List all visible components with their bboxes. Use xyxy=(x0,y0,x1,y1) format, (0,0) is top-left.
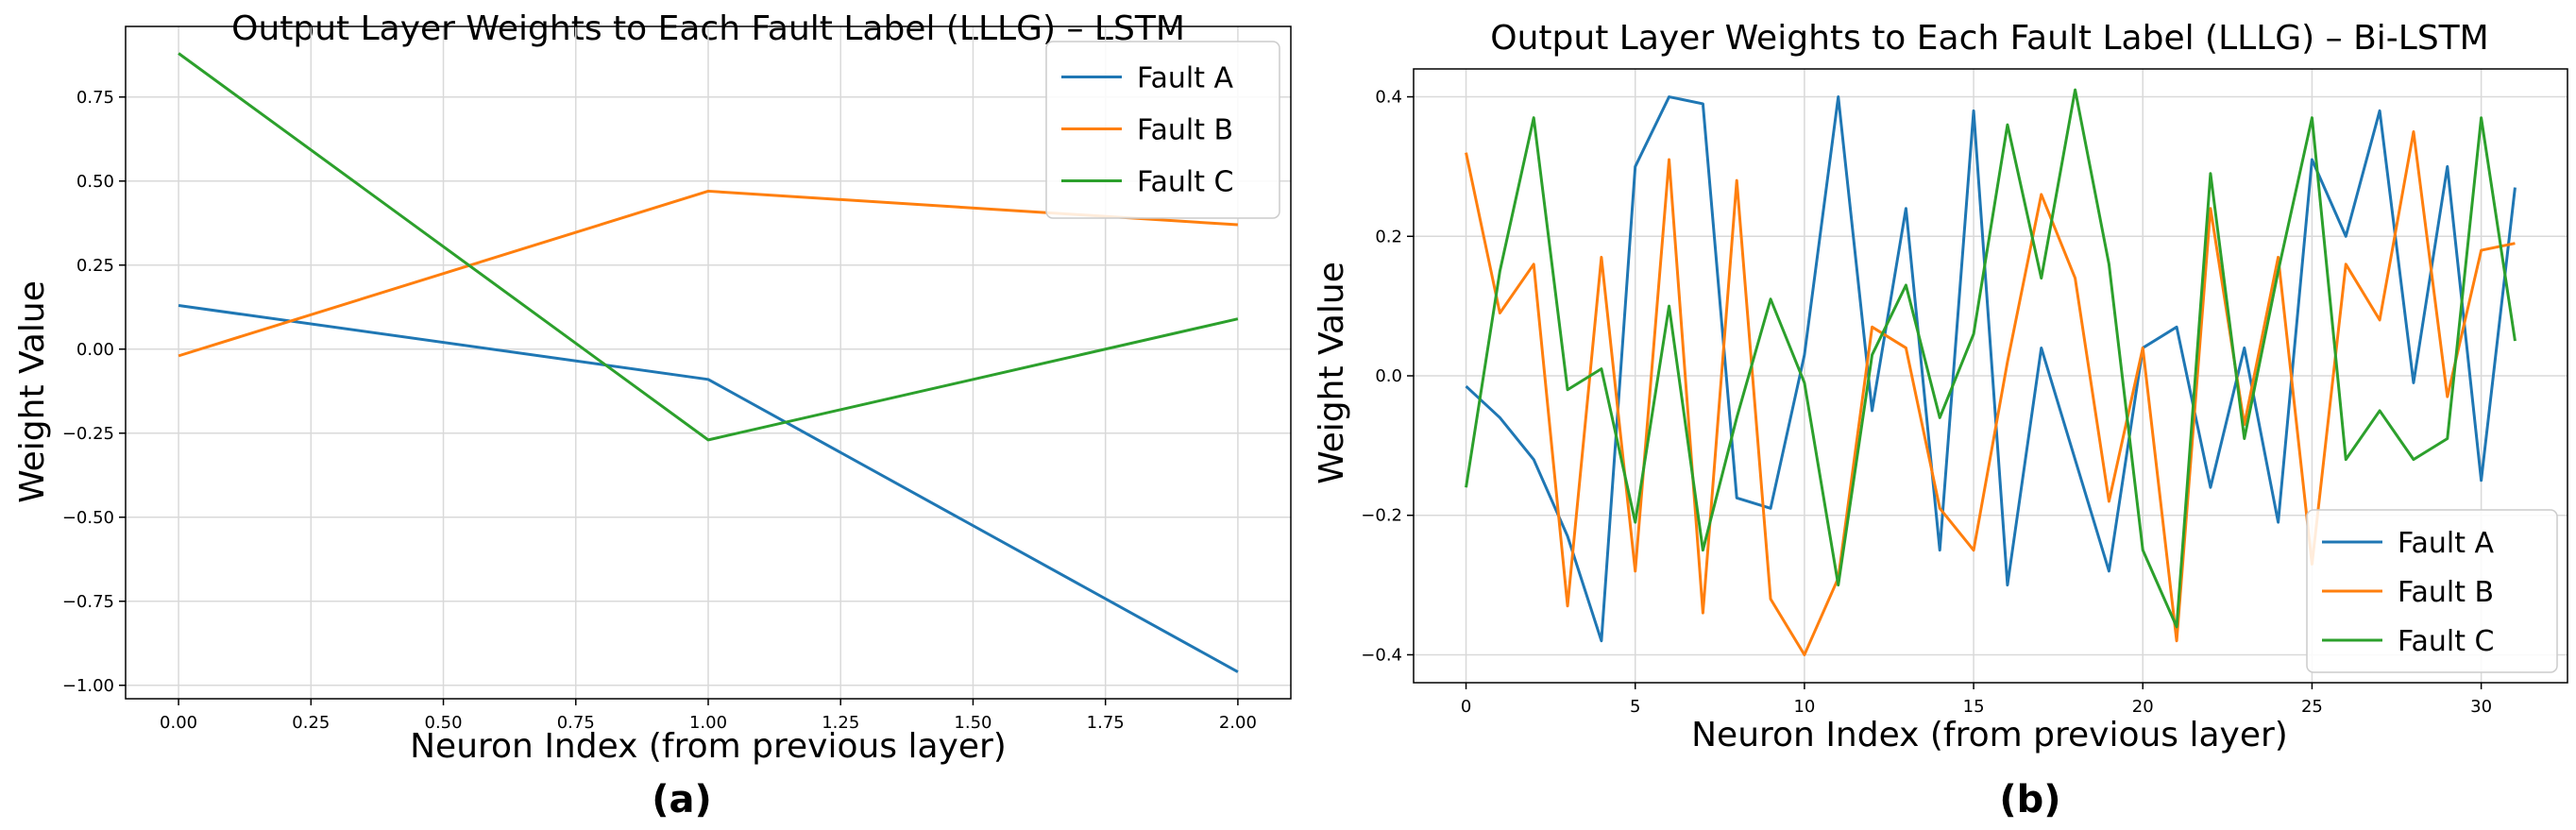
legend-box xyxy=(1045,41,1280,219)
x-tick-label: 5 xyxy=(1630,697,1640,717)
x-tick-label: 20 xyxy=(2132,697,2154,717)
x-tick-label: 10 xyxy=(1793,697,1815,717)
y-tick-label: 0.25 xyxy=(76,256,114,276)
x-tick-label: 25 xyxy=(2301,697,2323,717)
legend-label: Fault A xyxy=(2398,527,2495,560)
y-axis-label: Weight Value xyxy=(13,280,52,503)
y-tick-label: −0.25 xyxy=(62,424,114,444)
y-tick-label: −0.50 xyxy=(62,508,114,528)
legend-label: Fault A xyxy=(1137,62,1234,95)
grid xyxy=(119,26,1291,705)
plot-area-border xyxy=(125,25,1292,700)
series-line-fault-a xyxy=(1465,95,2517,643)
x-tick-label: 0 xyxy=(1461,697,1471,717)
x-tick-label: 1.75 xyxy=(1087,713,1125,733)
y-tick-label: 0.00 xyxy=(76,340,114,360)
x-tick-label: 0.00 xyxy=(160,713,197,733)
series-line-fault-c xyxy=(178,52,1239,442)
legend-label: Fault B xyxy=(1137,114,1233,147)
y-tick-label: 0.75 xyxy=(76,88,114,108)
y-tick-label: −0.2 xyxy=(1361,506,1402,526)
legend: Fault A Fault B Fault C xyxy=(1045,41,1280,219)
x-tick-labels: 0 5 10 15 20 25 30 xyxy=(1461,697,2492,717)
panel-a-lstm-chart: Output Layer Weights to Each Fault Label… xyxy=(13,9,1292,822)
series-line-fault-b xyxy=(1465,129,2516,656)
y-tick-label: 0.50 xyxy=(76,172,114,192)
panel-caption: (a) xyxy=(652,778,712,822)
x-tick-label: 15 xyxy=(1963,697,1985,717)
legend-label: Fault B xyxy=(2398,576,2494,609)
x-tick-label: 1.00 xyxy=(689,713,727,733)
x-tick-label: 0.50 xyxy=(425,713,463,733)
plot-area-border xyxy=(1413,68,2568,684)
legend-label: Fault C xyxy=(1137,166,1233,199)
chart-title: Output Layer Weights to Each Fault Label… xyxy=(1490,19,2488,58)
legend-label: Fault C xyxy=(2398,625,2494,658)
y-tick-label: 0.0 xyxy=(1375,366,1402,386)
y-tick-labels: −0.4 −0.2 0.0 0.2 0.4 xyxy=(1361,88,1402,666)
y-tick-label: −1.00 xyxy=(62,676,114,696)
x-tick-label: 1.25 xyxy=(822,713,859,733)
panel-caption: (b) xyxy=(1999,778,2060,822)
x-tick-labels: 0.00 0.25 0.50 0.75 1.00 1.25 1.50 1.75 2.00 xyxy=(160,713,1257,733)
x-tick-label: 2.00 xyxy=(1219,713,1257,733)
series-line-fault-a xyxy=(178,303,1239,673)
y-tick-label: −0.75 xyxy=(62,592,114,612)
y-tick-labels: −1.00 −0.75 −0.50 −0.25 0.00 0.25 0.50 0.75 xyxy=(62,88,114,696)
series-lines xyxy=(1465,88,2517,656)
legend: Fault A Fault B Fault C xyxy=(2306,509,2558,673)
x-tick-label: 30 xyxy=(2470,697,2492,717)
legend-box xyxy=(2306,509,2558,673)
x-tick-label: 1.50 xyxy=(954,713,991,733)
x-tick-label: 0.75 xyxy=(557,713,595,733)
y-tick-label: 0.4 xyxy=(1375,88,1402,108)
y-tick-label: −0.4 xyxy=(1361,645,1402,665)
x-tick-label: 0.25 xyxy=(292,713,330,733)
panel-b-bilstm-chart: Output Layer Weights to Each Fault Label… xyxy=(1313,19,2568,822)
x-axis-label: Neuron Index (from previous layer) xyxy=(1691,716,2288,754)
x-axis-label: Neuron Index (from previous layer) xyxy=(410,727,1007,766)
series-line-fault-c xyxy=(1465,88,2517,629)
y-tick-label: 0.2 xyxy=(1375,227,1402,246)
y-axis-label: Weight Value xyxy=(1313,262,1351,484)
